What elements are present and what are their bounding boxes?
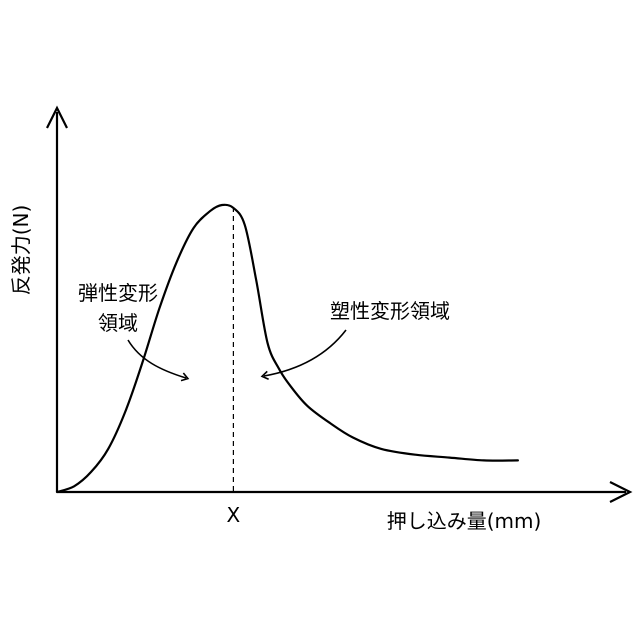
series-line	[57, 205, 518, 492]
plastic-region-arrow	[264, 330, 346, 376]
x-axis-label: 押し込み量(mm)	[387, 509, 542, 533]
y-axis-label: 反発力(N)	[9, 205, 33, 296]
elastic-region-label-line2: 領域	[98, 311, 138, 335]
x-marker-label: X	[227, 503, 241, 527]
elastic-region-label-line1: 弾性変形	[78, 281, 158, 305]
plastic-region-label: 塑性変形領域	[330, 299, 450, 323]
elastic-region-arrow	[128, 340, 186, 378]
